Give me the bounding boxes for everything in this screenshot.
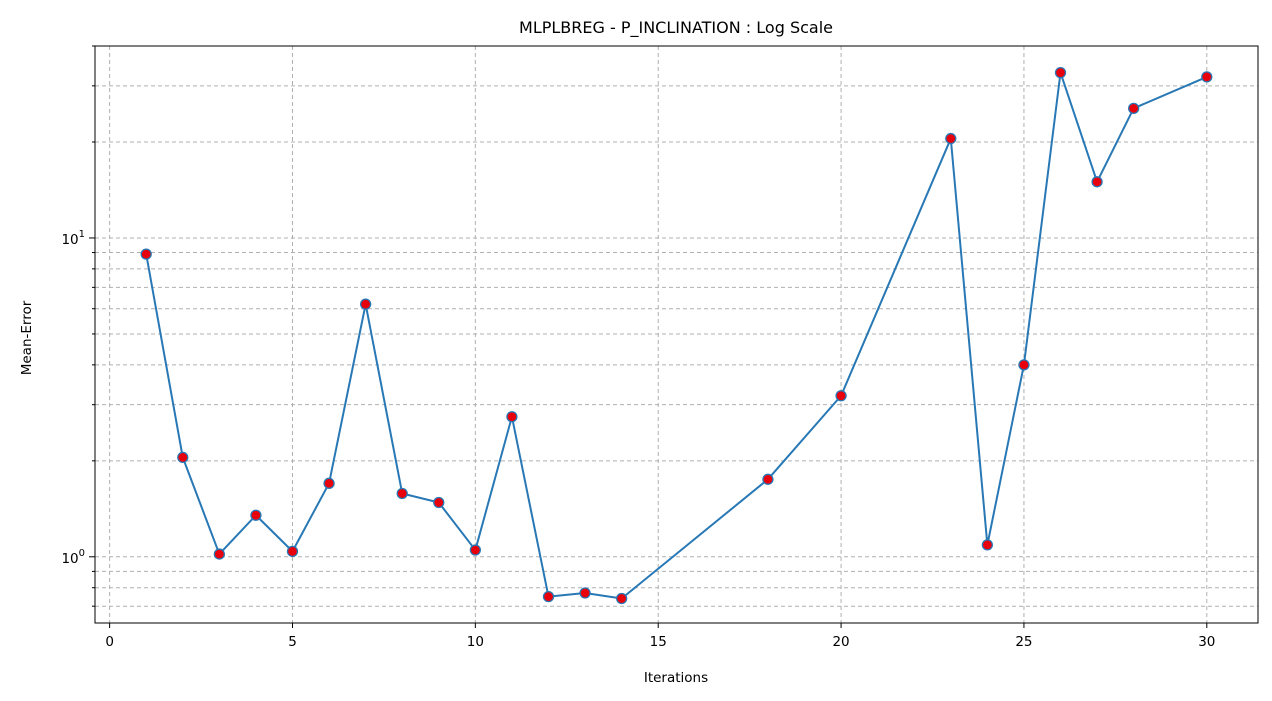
x-axis-label: Iterations <box>644 670 708 686</box>
data-point <box>177 451 189 464</box>
data-point <box>1201 71 1213 83</box>
y-axis-label: Mean-Error <box>19 300 35 375</box>
data-point <box>359 298 372 310</box>
data-point <box>835 390 847 402</box>
data-point <box>542 590 555 603</box>
data-point <box>1128 102 1140 114</box>
x-tick-label: 0 <box>105 634 114 650</box>
x-tick-label: 30 <box>1198 634 1215 650</box>
x-tick-label: 20 <box>832 634 849 650</box>
y-tick-label: 101 <box>61 229 85 248</box>
data-point <box>250 509 262 521</box>
plot-frame <box>94 45 1259 624</box>
data-point <box>1091 176 1103 188</box>
data-point <box>1054 66 1067 79</box>
data-point <box>396 487 408 500</box>
data-point <box>981 539 994 551</box>
data-point <box>762 473 774 485</box>
data-point <box>506 411 518 423</box>
data-point <box>1018 359 1030 371</box>
axis-ticks: 0 5 10 15 20 25 30 100 101 <box>61 45 1215 650</box>
x-tick-label: 10 <box>467 634 484 650</box>
chart-title: MLPLBREG - P_INCLINATION : Log Scale <box>519 18 833 38</box>
x-tick-label: 15 <box>650 634 667 650</box>
data-point <box>469 544 482 556</box>
x-tick-label: 25 <box>1015 634 1032 650</box>
data-series <box>140 66 1213 605</box>
data-point <box>945 132 957 145</box>
data-point <box>286 545 299 558</box>
y-tick-label: 100 <box>61 548 85 567</box>
data-point <box>615 592 628 605</box>
data-point <box>140 248 152 260</box>
data-point <box>323 477 335 489</box>
data-point <box>579 587 591 599</box>
data-point <box>433 496 445 509</box>
x-tick-label: 5 <box>288 634 297 650</box>
data-point <box>213 548 225 560</box>
